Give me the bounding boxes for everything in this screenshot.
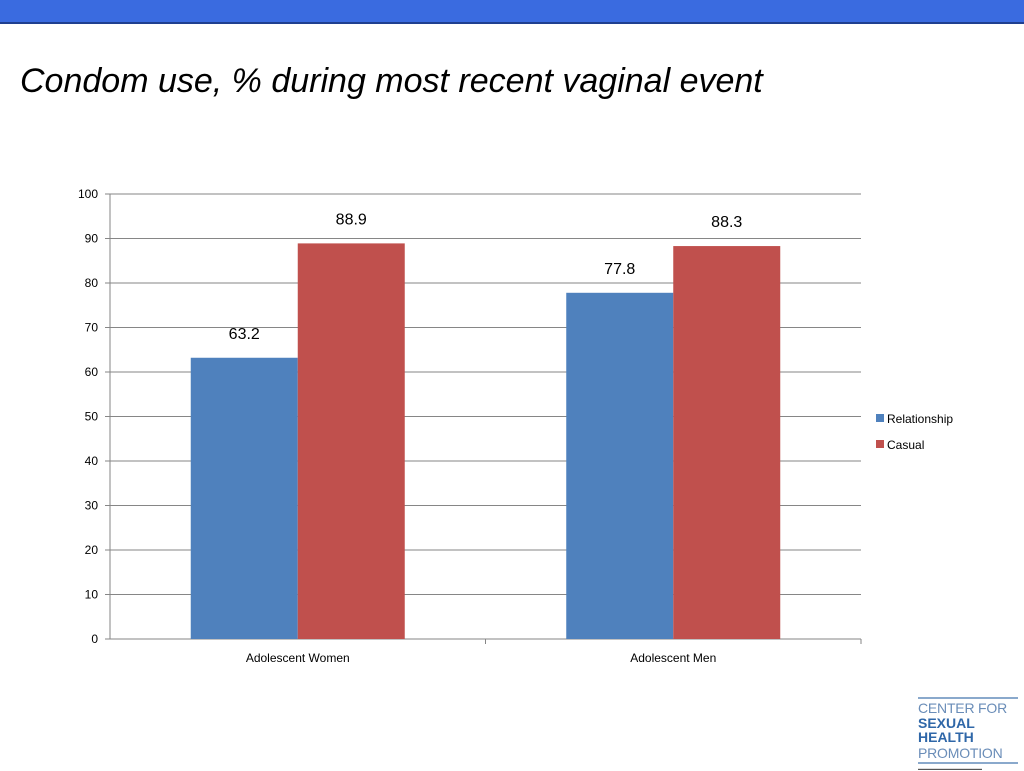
y-tick-label: 70: [85, 321, 99, 335]
y-tick-label: 90: [85, 232, 99, 246]
logo-line-3: PROMOTION: [918, 745, 1003, 761]
legend-label-relationship: Relationship: [887, 412, 953, 426]
data-label: 77.8: [604, 261, 635, 278]
logo-line-1: CENTER FOR: [918, 700, 1008, 716]
data-label: 88.9: [336, 211, 367, 228]
logo-rule-bottom: [918, 762, 1018, 764]
y-tick-label: 0: [91, 632, 98, 646]
slide-header-bar: [0, 0, 1024, 24]
page-title: Condom use, % during most recent vaginal…: [20, 62, 763, 100]
bar-casual-0: [297, 243, 405, 639]
data-label: 63.2: [229, 326, 260, 343]
bar-casual-1: [673, 246, 781, 639]
y-tick-label: 50: [85, 410, 99, 424]
y-tick-label: 30: [85, 499, 99, 513]
center-for-sexual-health-promotion-logo: CENTER FOR SEXUAL HEALTH PROMOTION ▬▬▬▬▬…: [918, 697, 1018, 771]
y-tick-label: 80: [85, 276, 99, 290]
bar-relationship-1: [566, 292, 674, 639]
x-category-label: Adolescent Men: [630, 651, 716, 665]
y-tick-label: 100: [78, 187, 98, 201]
y-tick-label: 20: [85, 543, 99, 557]
logo-line-2: SEXUAL HEALTH: [918, 715, 975, 745]
x-category-label: Adolescent Women: [246, 651, 350, 665]
y-tick-label: 10: [85, 588, 99, 602]
legend-label-casual: Casual: [887, 438, 924, 452]
bar-relationship-0: [190, 357, 298, 639]
data-label: 88.3: [711, 214, 742, 231]
y-tick-label: 60: [85, 365, 99, 379]
logo-rule-top: [918, 697, 1018, 699]
y-tick-label: 40: [85, 454, 99, 468]
legend-swatch-casual: [876, 440, 884, 448]
legend-swatch-relationship: [876, 414, 884, 422]
